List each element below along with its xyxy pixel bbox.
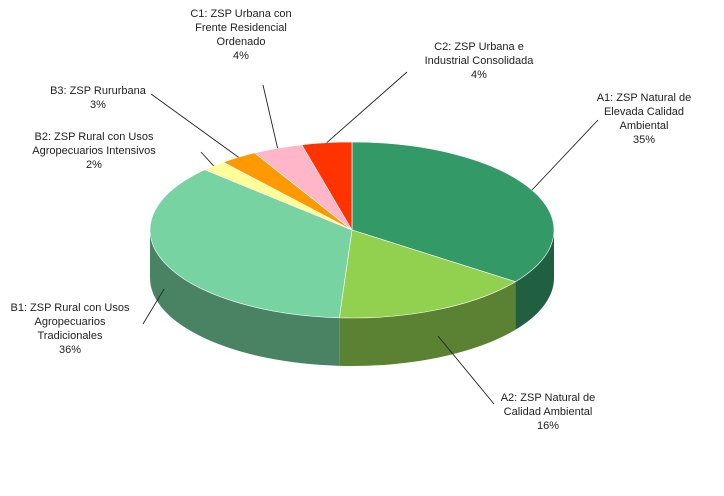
slice-label-line: A1: ZSP Natural de	[597, 92, 692, 104]
leader-line-c2	[326, 71, 408, 144]
leader-line-b1	[142, 288, 165, 325]
slice-percent-b3: 3%	[90, 99, 106, 111]
slice-label-line: B1: ZSP Rural con Usos	[10, 302, 130, 314]
slice-label-line: Ambiental	[620, 120, 669, 132]
slice-label-line: Ordenado	[217, 36, 266, 48]
slice-label-a1: A1: ZSP Natural de Elevada Calidad Ambient…	[597, 92, 692, 146]
slice-label-line: B2: ZSP Rural con Usos	[34, 131, 154, 143]
slice-label-line: C2: ZSP Urbana e	[434, 41, 524, 53]
slice-percent-a1: 35%	[633, 134, 655, 146]
pie-side-a1	[515, 230, 554, 330]
slice-percent-c2: 4%	[471, 69, 487, 81]
pie-side-walls	[150, 230, 554, 366]
slice-label-b3: B3: ZSP Rururbana 3%	[50, 85, 147, 111]
slice-label-line: B3: ZSP Rururbana	[50, 85, 147, 97]
slice-label-c1: C1: ZSP Urbana con Frente Residencial Orde…	[190, 8, 291, 62]
slice-labels: A1: ZSP Natural de Elevada Calidad Ambient…	[10, 8, 691, 432]
pie-slice-b1	[149, 169, 353, 319]
leader-line-b3	[150, 93, 239, 158]
leader-line-a2	[437, 335, 495, 405]
pie-slice-a2	[338, 229, 517, 319]
slice-label-line: Tradicionales	[37, 330, 103, 342]
leader-line-a1	[531, 119, 599, 191]
slice-label-line: Industrial Consolidada	[425, 55, 535, 67]
leader-line-b2	[200, 151, 215, 167]
slice-label-line: Agropecuarios Intensivos	[32, 145, 156, 157]
leader-line-c1	[262, 84, 279, 149]
pie-top-faces	[149, 141, 555, 319]
pie-slice-c2	[301, 141, 353, 232]
slice-label-line: Calidad Ambiental	[504, 406, 593, 418]
slice-percent-c1: 4%	[233, 50, 249, 62]
leader-lines	[142, 71, 599, 405]
slice-label-line: Frente Residencial	[195, 22, 287, 34]
slice-label-b2: B2: ZSP Rural con Usos Agropecuarios Inte…	[32, 131, 156, 171]
slice-label-b1: B1: ZSP Rural con Usos Agropecuarios Tradi…	[10, 302, 130, 356]
slice-label-line: Elevada Calidad	[604, 106, 684, 118]
pie-slice-a1	[351, 141, 555, 283]
slice-label-line: C1: ZSP Urbana con	[190, 8, 291, 20]
slice-label-line: Agropecuarios	[35, 316, 106, 328]
pie-side-b1	[150, 230, 340, 366]
slice-percent-a2: 16%	[537, 420, 559, 432]
pie-side-a2	[339, 281, 516, 366]
slice-percent-b1: 36%	[59, 344, 81, 356]
slice-label-line: A2: ZSP Natural de	[501, 392, 596, 404]
slice-percent-b2: 2%	[86, 159, 102, 171]
slice-label-c2: C2: ZSP Urbana e Industrial Consolidada 4%	[425, 41, 535, 81]
slice-label-a2: A2: ZSP Natural de Calidad Ambiental 16%	[501, 392, 596, 432]
